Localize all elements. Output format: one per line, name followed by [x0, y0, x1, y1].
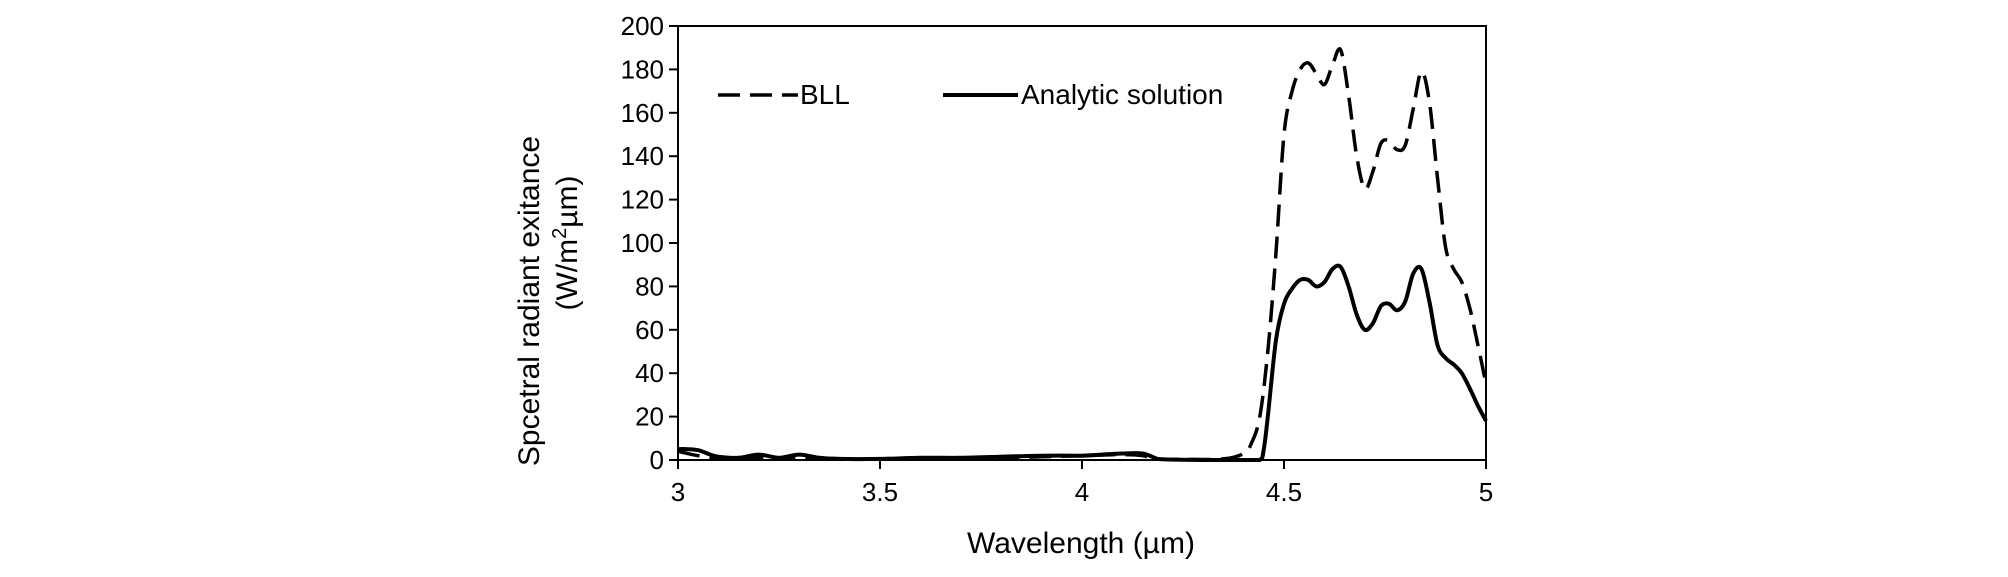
y-tick-label: 60	[635, 315, 664, 345]
x-tick-label: 3.5	[862, 477, 898, 507]
legend-label-bll: BLL	[800, 79, 850, 110]
x-axis-label: Wavelength (µm)	[967, 527, 1195, 560]
x-tick-label: 4.5	[1266, 477, 1302, 507]
y-tick-label: 140	[621, 141, 664, 171]
y-tick-label: 80	[635, 271, 664, 301]
y-tick-label: 40	[635, 358, 664, 388]
y-tick-label: 100	[621, 228, 664, 258]
series-line-analytic-solution	[677, 263, 1488, 463]
y-tick-label: 160	[621, 98, 664, 128]
y-axis-label-units: (W/m2µm)	[549, 175, 584, 310]
y-tick-label: 0	[650, 445, 664, 475]
y-tick-label: 180	[621, 54, 664, 84]
y-axis-label: Spcetral radiant exitance	[513, 136, 546, 466]
x-tick-label: 4	[1075, 477, 1089, 507]
y-tick-label: 20	[635, 402, 664, 432]
legend-label-analytic-solution: Analytic solution	[1021, 79, 1223, 110]
y-tick-label: 120	[621, 185, 664, 215]
x-tick-label: 3	[671, 477, 685, 507]
y-tick-label: 200	[621, 11, 664, 41]
x-tick-label: 5	[1479, 477, 1493, 507]
series-line-bll	[677, 47, 1488, 462]
